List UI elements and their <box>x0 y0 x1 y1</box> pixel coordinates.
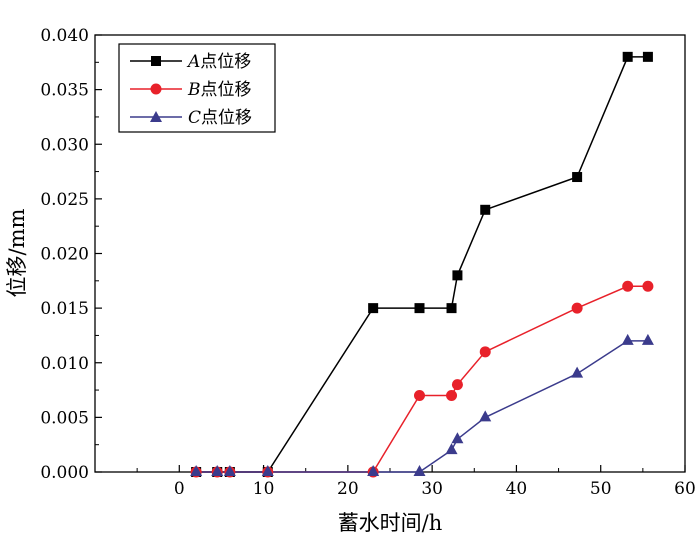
point-b-9 <box>571 302 583 314</box>
point-a-5 <box>414 303 425 314</box>
x-tick-label-5: 50 <box>590 479 612 499</box>
point-b-5 <box>414 390 425 402</box>
point-a-4 <box>368 303 379 314</box>
legend-label-b-letter: B <box>187 80 201 100</box>
legend-marker-c <box>150 111 162 122</box>
x-tick-label-6: 60 <box>674 479 696 499</box>
legend-marker-a <box>151 56 161 66</box>
x-tick-label-3: 30 <box>421 479 443 499</box>
axis-ticks: 0 10 20 30 40 50 60 0.000 0.005 0.010 0.015 0.020 0.… <box>40 26 695 499</box>
point-a-11 <box>642 51 653 62</box>
point-c-7 <box>451 432 464 444</box>
y-axis-label: 位移/mm <box>5 208 29 297</box>
x-tick-label-1: 10 <box>253 479 275 499</box>
x-axis-label: 蓄水时间/h <box>338 511 443 535</box>
series-line-c <box>196 340 648 473</box>
point-c-8 <box>479 410 492 422</box>
legend-label-b-text: 点位移 <box>201 80 252 100</box>
y-tick-label-3: 0.015 <box>40 299 89 319</box>
point-b-8 <box>479 346 491 358</box>
x-tick-label-2: 20 <box>337 479 359 499</box>
point-b-11 <box>642 280 654 292</box>
y-tick-label-8: 0.040 <box>40 26 89 46</box>
y-tick-label-0: 0.000 <box>40 463 89 483</box>
point-c-4 <box>367 465 380 476</box>
legend: A点位移 B点位移 C点位移 <box>118 43 276 133</box>
y-tick-label-2: 0.010 <box>40 354 89 374</box>
point-a-8 <box>480 204 491 215</box>
series-markers <box>190 51 654 478</box>
point-b-6 <box>446 390 458 402</box>
y-tick-label-4: 0.020 <box>40 245 89 265</box>
y-tick-label-1: 0.005 <box>40 408 89 428</box>
point-c-9 <box>571 366 584 378</box>
legend-label-a-letter: A <box>186 52 200 72</box>
point-b-10 <box>622 280 634 292</box>
y-tick-label-6: 0.030 <box>40 135 89 155</box>
point-c-0 <box>190 465 203 476</box>
point-c-3 <box>261 465 274 476</box>
point-a-10 <box>622 51 633 62</box>
point-c-1 <box>211 465 224 476</box>
point-b-7 <box>451 379 463 391</box>
y-tick-label-5: 0.025 <box>40 190 89 210</box>
point-a-7 <box>452 270 463 281</box>
x-tick-label-0: 0 <box>174 479 185 499</box>
point-c-10 <box>621 333 634 345</box>
point-a-6 <box>446 303 457 314</box>
y-tick-label-7: 0.035 <box>40 81 89 101</box>
legend-label-c: C点位移 <box>188 108 252 128</box>
series-line-b <box>196 285 648 473</box>
point-c-5 <box>413 465 426 476</box>
legend-label-b: B点位移 <box>187 80 252 100</box>
legend-label-c-text: 点位移 <box>201 108 252 128</box>
legend-label-c-letter: C <box>188 108 201 128</box>
legend-label-a-text: 点位移 <box>200 52 251 72</box>
legend-marker-b <box>150 83 162 95</box>
point-c-6 <box>445 443 458 455</box>
legend-label-a: A点位移 <box>186 52 251 72</box>
x-tick-label-4: 40 <box>506 479 528 499</box>
point-c-2 <box>223 465 236 476</box>
point-c-11 <box>641 333 654 345</box>
point-a-9 <box>572 172 583 183</box>
